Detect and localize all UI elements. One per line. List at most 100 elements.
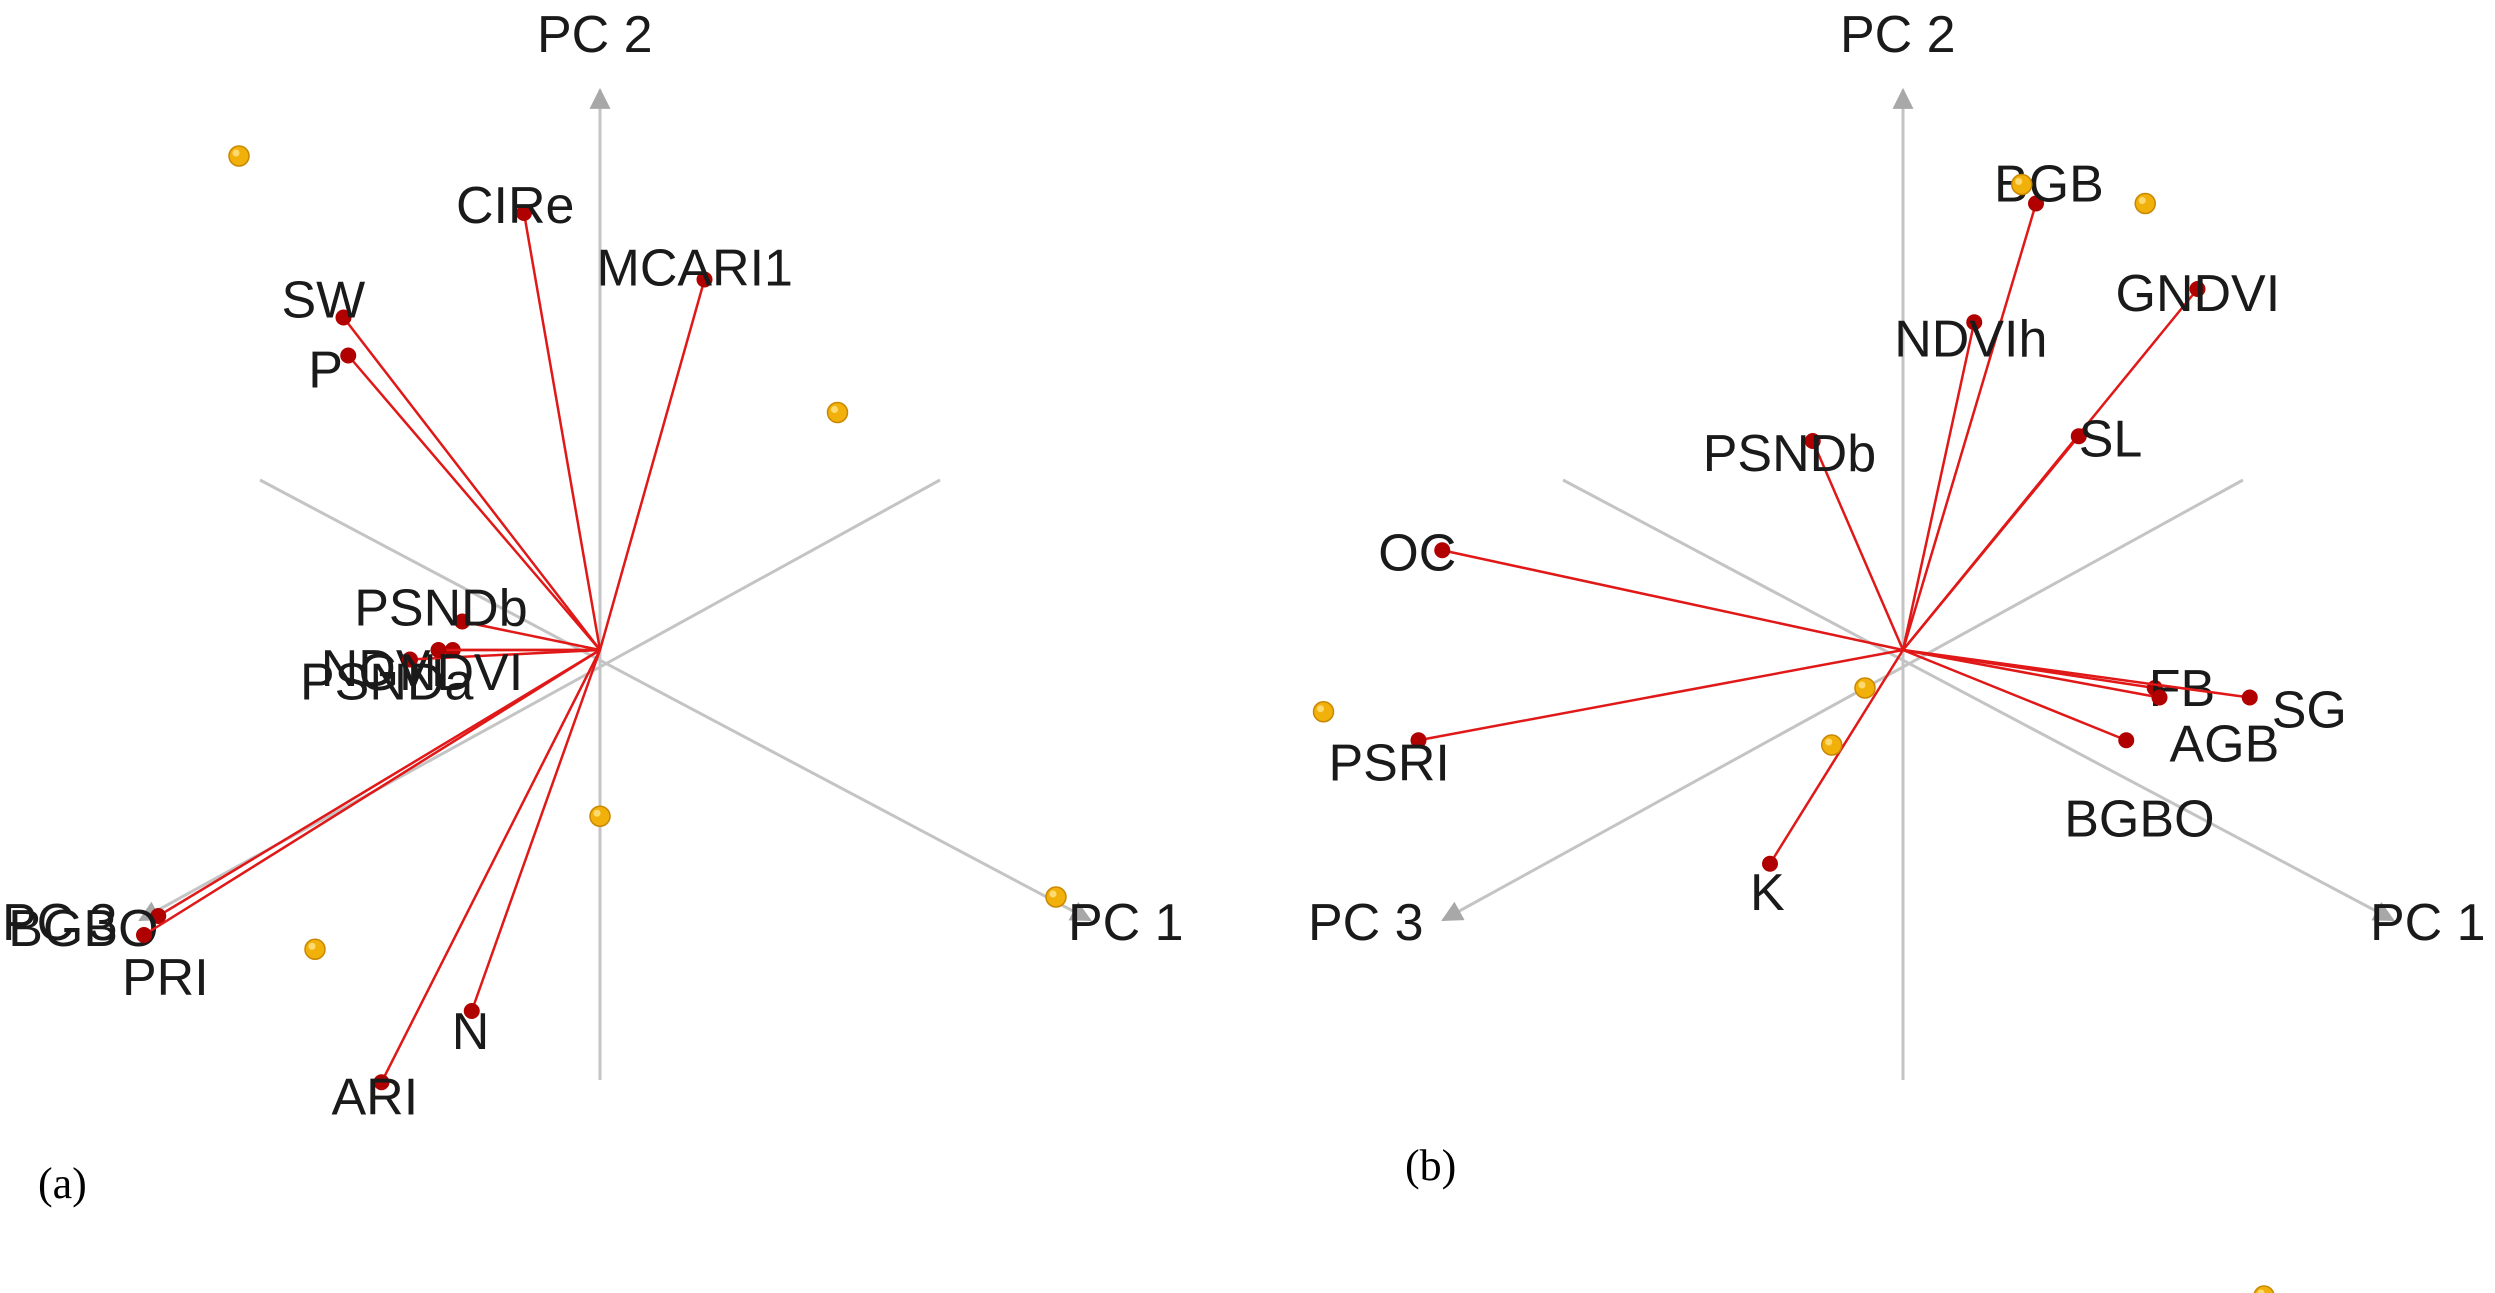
panel-a-score-highlight-3 xyxy=(593,809,601,817)
panel-b-loading-point-bgbo xyxy=(2118,732,2135,749)
panel-a-loading-label-psnda: PSNDa xyxy=(300,654,473,712)
panel-a-loading-point-p xyxy=(340,347,357,364)
panel-a-loading-label-p: P xyxy=(308,342,343,400)
panel-a-score-highlight-2 xyxy=(831,406,838,413)
panel-b-score-highlight-2 xyxy=(2138,197,2146,204)
panel-a-label: (a) xyxy=(38,1159,87,1208)
panel-a-loading-point-gndvi xyxy=(430,642,447,658)
panel-a-loading-vector-cire xyxy=(522,212,602,651)
panel-b-score-highlight-4 xyxy=(1858,681,1866,689)
panel-a-loading-vector-mcari1 xyxy=(598,279,706,651)
panel-a-loading-point-psndb xyxy=(454,613,471,630)
panel-b-loading-label-ndvih: NDVIh xyxy=(1894,310,2047,368)
panel-b-label: (b) xyxy=(1405,1141,1456,1190)
panel-b-loading-point-psri xyxy=(1410,732,1427,749)
panel-b-score-highlight-3 xyxy=(1317,705,1324,713)
panel-b-score-point-1 xyxy=(2011,173,2033,196)
panel-b-loading-point-gndvi xyxy=(2189,281,2206,297)
panel-b-loading-label-bgb: BGB xyxy=(1994,156,2104,214)
panel-b-score-point-2 xyxy=(2134,192,2156,215)
panel-a-loading-point-psnda xyxy=(402,651,418,668)
panel-b-loading-point-sg xyxy=(2241,689,2258,706)
panel-b-loading-vector-bgbo xyxy=(1902,648,2127,742)
panel-b-loading-point-ndvih xyxy=(1966,314,1983,331)
panel-b-loading-label-psri: PSRI xyxy=(1329,734,1450,792)
panel-b-pc1-label: PC 1 xyxy=(2370,894,2486,952)
panel-b-score-point-4 xyxy=(1854,677,1876,699)
panel-a-loading-label-n: N xyxy=(452,1003,490,1061)
panel-b-loading-label-agb: AGB xyxy=(2170,716,2280,774)
panel-b-loading-point-psndb xyxy=(1804,433,1821,449)
panel-b-pc3-axis xyxy=(1441,478,2244,922)
panel-b-loading-vector-agb xyxy=(1902,648,2160,699)
panel-a-loading-point-ari xyxy=(373,1074,390,1091)
panel-b-pc3-label: PC 3 xyxy=(1308,894,1424,952)
panel-a-loading-point-sw xyxy=(335,309,352,326)
panel-a-score-point-4 xyxy=(304,938,326,960)
panel-a-loading-point-cire xyxy=(516,205,532,221)
panel-b-loadings: BGBNDVIhGNDVISLPSNDbOCPSRIKFBSGAGBBGBO xyxy=(1329,156,2347,922)
panel-a-loading-point-mcari1 xyxy=(696,271,713,288)
panel-a-loading-vector-n xyxy=(470,649,602,1012)
panel-a-loading-label-pri: PRI xyxy=(122,949,209,1007)
panel-b-loading-vector-oc xyxy=(1441,549,1904,652)
panel-b-score-highlight-1 xyxy=(2015,178,2023,185)
panel-a-score-point-3 xyxy=(589,805,611,827)
panel-b-score-highlight-6 xyxy=(2257,1289,2265,1293)
panel-b-score-point-3 xyxy=(1312,701,1335,723)
panel-b-loading-point-oc xyxy=(1434,542,1451,559)
panel-a-loading-vector-psndb xyxy=(461,620,601,652)
panel-b-loading-label-gndvi: GNDVI xyxy=(2116,265,2281,323)
panel-a-loading-vector-pri xyxy=(143,648,601,937)
panel-b-loading-point-bgb xyxy=(2028,195,2044,212)
panel-a-loading-label-mcari1: MCARI1 xyxy=(597,240,793,298)
panel-a-loading-label-psndb: PSNDb xyxy=(354,580,527,638)
panel-b-loading-point-k xyxy=(1762,855,1778,872)
panel-a-score-point-1 xyxy=(228,145,250,167)
panel-b-score-point-5 xyxy=(1821,734,1843,756)
panel-a-loading-point-pri xyxy=(136,927,152,943)
panel-a-score-point-5 xyxy=(1045,886,1067,908)
panel-a-loading-vector-p xyxy=(347,354,601,651)
panel-a-score-point-2 xyxy=(826,401,849,424)
panel-a-loading-label-bgbo: BGBO xyxy=(8,900,158,958)
panel-a-score-highlight-5 xyxy=(1049,890,1057,898)
panel-b-loading-label-oc: OC xyxy=(1378,524,1456,582)
panel-b-loading-point-sl xyxy=(2070,428,2087,445)
panel-b-score-highlight-5 xyxy=(1825,738,1833,746)
panel-a-pc1-label: PC 1 xyxy=(1068,894,1184,952)
panel-a-axes xyxy=(138,87,1092,1080)
panel-b-loading-vector-psndb xyxy=(1811,440,1905,651)
panel-b-pc1-axis xyxy=(1562,478,2395,922)
panel-a-loading-point-n xyxy=(463,1003,480,1019)
panel-b-loading-vector-sg xyxy=(1902,648,2250,699)
biplot-panel-b: BGBNDVIhGNDVISLPSNDbOCPSRIKFBSGAGBBGBO P… xyxy=(1308,6,2486,1293)
panel-b-loading-vector-psri xyxy=(1418,648,1904,742)
panel-a-loading-label-sw: SW xyxy=(282,272,366,330)
panel-b-loading-label-bgbo: BGBO xyxy=(2064,790,2214,848)
panel-a-score-highlight-4 xyxy=(308,942,316,950)
panel-a-loading-vector-sw xyxy=(342,316,601,651)
panel-a-loading-vector-psnda xyxy=(409,648,601,661)
panel-a-loading-label-ndvi: NDVI xyxy=(321,640,445,698)
panel-a-pc3-label: PC 3 xyxy=(2,894,118,952)
panel-b-loading-label-psndb: PSNDb xyxy=(1703,425,1876,483)
panel-a-loading-point-bgbo xyxy=(150,908,167,924)
panel-b-loading-point-agb xyxy=(2151,689,2168,706)
panel-a-loading-label-cire: CIRe xyxy=(456,177,574,235)
panel-a-loading-vector-ari xyxy=(380,649,602,1083)
panel-b-loading-vector-ndvih xyxy=(1901,321,1976,651)
panel-b-pc2-label: PC 2 xyxy=(1840,6,1956,64)
panel-a-pc1-axis xyxy=(259,478,1092,922)
panel-a-loading-label-ari: ARI xyxy=(332,1068,419,1126)
panel-b-loading-label-sl: SL xyxy=(2079,410,2143,468)
panel-a-loading-vector-bgbo xyxy=(157,648,601,918)
panel-b-loading-vector-k xyxy=(1768,649,1905,865)
panel-a-scores xyxy=(228,145,1067,960)
panel-b-loading-vector-bgb xyxy=(1901,203,2038,651)
panel-a-loading-label-gndvi: GNDVI xyxy=(359,644,524,702)
panel-b-axes xyxy=(1441,87,2395,1080)
panel-b-loading-label-sg: SG xyxy=(2272,682,2347,740)
